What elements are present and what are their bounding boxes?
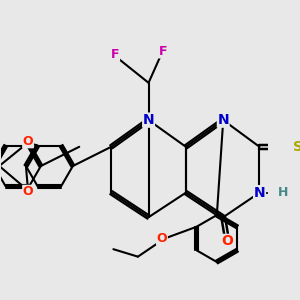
Text: O: O <box>157 232 167 245</box>
Text: O: O <box>23 185 33 198</box>
Text: N: N <box>218 113 229 127</box>
Text: F: F <box>158 45 167 58</box>
Text: F: F <box>111 48 119 61</box>
Text: N: N <box>254 186 265 200</box>
Text: N: N <box>143 113 154 127</box>
Text: O: O <box>23 135 33 148</box>
Text: H: H <box>278 186 289 199</box>
Text: O: O <box>222 235 233 248</box>
Text: S: S <box>293 140 300 154</box>
